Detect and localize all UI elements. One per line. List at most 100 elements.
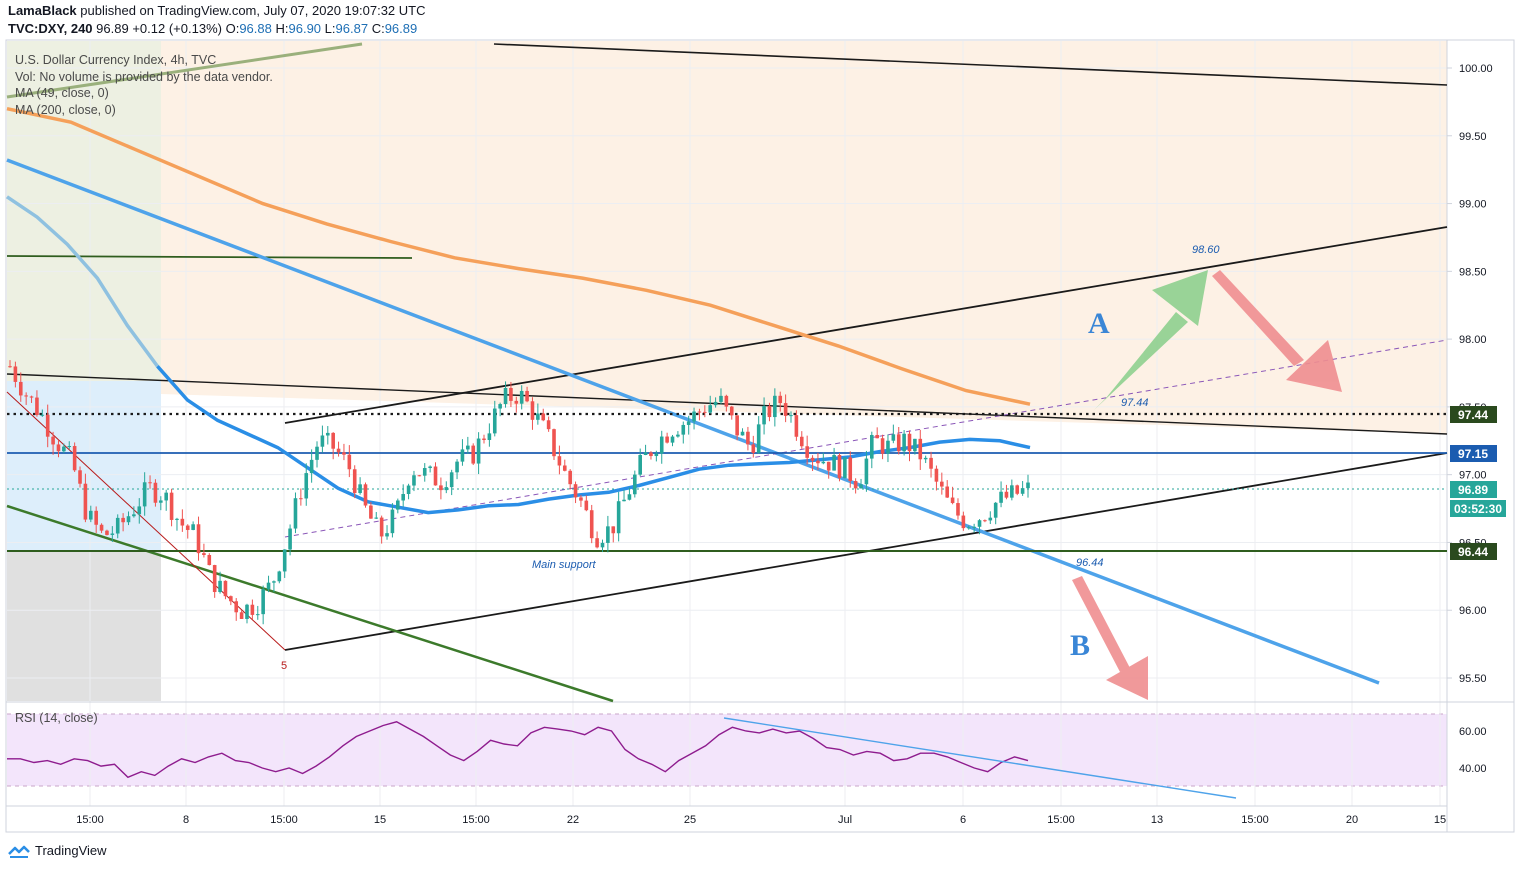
candle-body [891,434,896,441]
candle-body [659,436,664,454]
candle-body [164,492,169,501]
candle-body [616,501,621,534]
candle-body [950,497,955,504]
countdown-tag: 03:52:30 [1450,500,1506,517]
candle-body [18,381,23,396]
price-tick-label: 99.50 [1459,131,1487,143]
candle-body [929,457,933,469]
candle-body [159,500,163,503]
candle-body [358,484,362,494]
price-tag-9644: 96.44 [1450,543,1497,560]
candle-body [347,454,352,470]
candle-body [552,429,556,457]
candle-body [697,411,702,413]
svg-text:03:52:30: 03:52:30 [1454,502,1502,516]
candle-body [880,438,885,454]
candle-body [352,469,357,494]
price-change: +0.12 (+0.13%) [132,21,222,36]
legend-ma49[interactable]: MA (49, close, 0) [15,86,109,100]
candle-body [789,415,793,417]
publisher-name[interactable]: LamaBlack [8,3,77,18]
low-label: L: [324,21,336,36]
candle-body [568,470,572,485]
candle-body [8,366,12,368]
candle-body [977,520,982,527]
svg-text:97.15: 97.15 [1458,447,1488,461]
time-tick-label: 13 [1151,814,1163,826]
candle-body [175,518,179,520]
candle-body [309,459,314,474]
candle-body [369,505,373,519]
wave-5-label: 5 [281,660,287,672]
candle-body [239,612,244,619]
candle-body [315,446,319,460]
rsi-axis[interactable]: 60.00 40.00 [1459,726,1487,775]
candle-body [277,571,282,582]
time-tick-label: 8 [183,814,189,826]
svg-text:96.44: 96.44 [1458,545,1488,559]
level-b-label: 96.44 [1076,557,1104,569]
candle-body [633,474,637,495]
candle-body [773,395,777,418]
candle-body [988,517,993,521]
candle-body [320,435,325,447]
candle-body [729,406,734,416]
candle-body [1010,485,1014,498]
footer-brand[interactable]: TradingView [8,843,107,858]
candle-body [132,514,136,517]
candle-body [342,452,346,455]
open-value: 96.88 [239,21,272,36]
candle-body [94,510,98,525]
candle-body [24,395,28,397]
candle-body [686,421,691,425]
price-tick-label: 95.50 [1459,673,1487,685]
candle-body [492,408,497,434]
close-value: 96.89 [384,21,418,36]
candle-body [654,453,659,457]
candle-body [487,433,492,441]
time-tick-label: 15 [1434,814,1446,826]
time-tick-label: Jul [838,814,852,826]
candle-body [40,414,45,416]
candle-body [325,432,330,436]
candle-body [471,445,476,464]
candle-body [261,589,265,615]
candle-body [907,433,912,452]
candle-body [417,475,422,477]
candle-body [121,517,125,523]
rsi-legend[interactable]: RSI (14, close) [15,711,98,725]
candle-body [595,538,599,548]
candle-body [826,461,831,471]
candle-body [390,509,395,534]
candle-body [29,396,34,398]
symbol-label[interactable]: TVC:DXY, 240 [8,21,93,36]
candle-body [573,484,578,498]
candle-body [562,465,567,471]
candle-body [799,436,804,447]
candle-body [1015,485,1020,494]
candle-body [498,404,502,409]
time-tick-label: 15:00 [270,814,298,826]
price-axis[interactable]: 100.0099.5099.0098.5098.0097.5097.0096.5… [1447,63,1493,685]
candle-body [681,424,686,435]
candle-body [509,387,513,401]
level-mid-label: 97.44 [1121,397,1149,409]
candle-body [45,414,50,437]
candle-body [864,458,869,485]
time-tick-label: 22 [567,814,579,826]
candle-body [940,481,944,487]
candle-body [406,485,411,495]
candle-body [719,395,723,402]
ma49-history-line [6,195,159,368]
candle-body [896,434,901,452]
candle-body [482,438,486,441]
history-zone-bottom [7,550,161,701]
time-axis[interactable]: 15:00 8 15:00 15 15:00 22 25 Jul 6 15:00 13 15:00 20… [76,814,1446,826]
candle-body [525,390,529,402]
high-label: H: [275,21,289,36]
candle-body [266,582,271,590]
candle-body [945,486,950,498]
candle-body [972,526,976,528]
legend-ma200[interactable]: MA (200, close, 0) [15,102,116,117]
